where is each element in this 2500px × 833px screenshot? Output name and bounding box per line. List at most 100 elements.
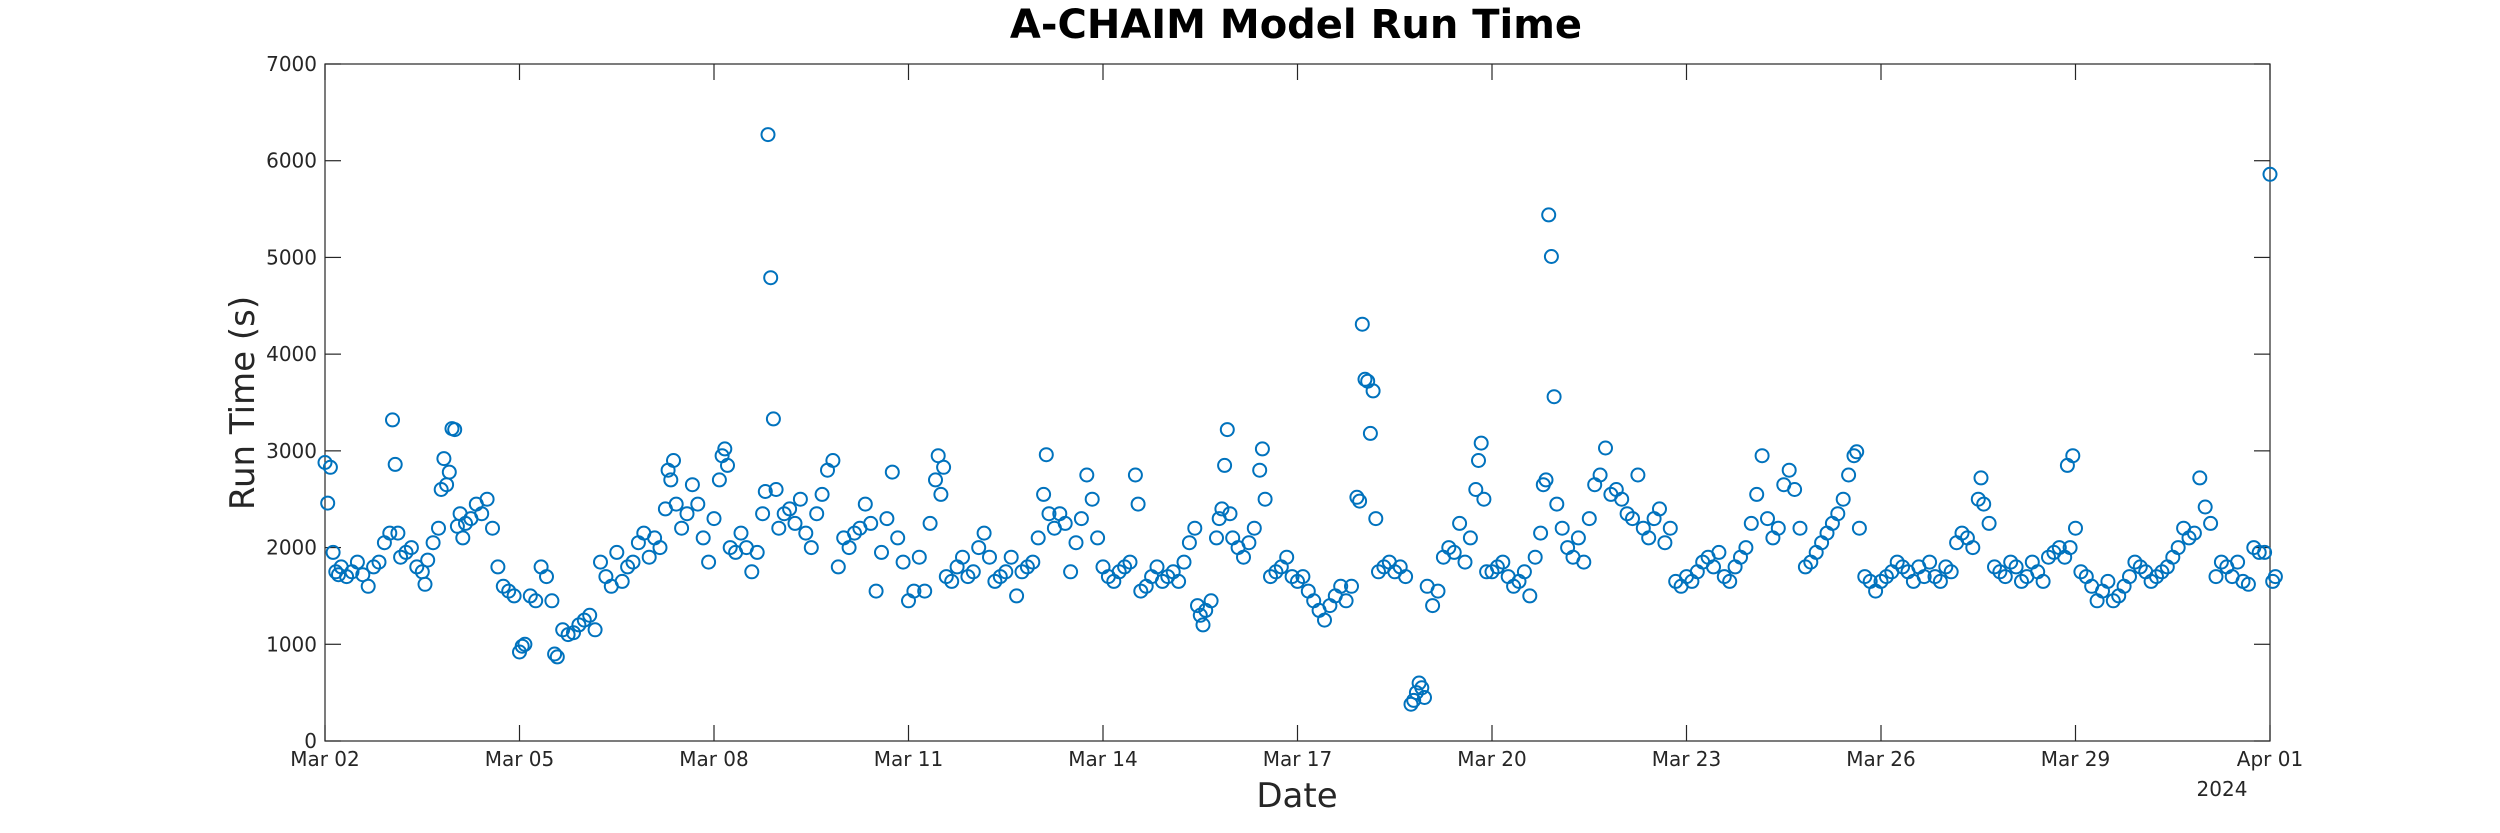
data-point bbox=[320, 495, 336, 511]
data-point bbox=[1122, 554, 1138, 570]
data-point bbox=[1246, 520, 1262, 536]
data-point bbox=[349, 554, 365, 570]
data-point bbox=[2203, 515, 2219, 531]
data-point bbox=[1792, 520, 1808, 536]
data-point bbox=[549, 649, 565, 665]
data-point bbox=[1214, 501, 1230, 517]
data-point bbox=[1217, 457, 1233, 473]
year-label: 2024 bbox=[2197, 777, 2248, 801]
y-tick-label: 4000 bbox=[266, 342, 317, 366]
data-point bbox=[614, 573, 630, 589]
data-point bbox=[890, 530, 906, 546]
data-point bbox=[2008, 559, 2024, 575]
data-point bbox=[1965, 540, 1981, 556]
data-point bbox=[1203, 593, 1219, 609]
data-point bbox=[1430, 583, 1446, 599]
data-point bbox=[447, 422, 463, 438]
data-point bbox=[1471, 453, 1486, 468]
data-point bbox=[666, 453, 681, 468]
data-point bbox=[674, 520, 690, 536]
data-point bbox=[1981, 515, 1997, 531]
data-point bbox=[1338, 593, 1354, 609]
y-tick-label: 1000 bbox=[266, 632, 317, 656]
data-point bbox=[2062, 540, 2078, 556]
data-point bbox=[825, 453, 841, 468]
data-point bbox=[1781, 462, 1797, 478]
data-point bbox=[787, 515, 803, 531]
data-point bbox=[1570, 530, 1586, 546]
data-point bbox=[625, 554, 641, 570]
data-point bbox=[1662, 520, 1678, 536]
data-point bbox=[1254, 441, 1270, 457]
data-point bbox=[1057, 515, 1073, 531]
data-point bbox=[1749, 486, 1765, 502]
data-point bbox=[1922, 554, 1938, 570]
data-point bbox=[1549, 496, 1565, 512]
data-point bbox=[441, 464, 457, 480]
data-point bbox=[760, 127, 776, 143]
data-points bbox=[317, 127, 2283, 712]
data-point bbox=[1222, 506, 1238, 522]
data-point bbox=[679, 506, 695, 522]
data-point bbox=[2197, 499, 2213, 515]
data-point bbox=[425, 535, 441, 551]
data-point bbox=[1473, 435, 1489, 451]
data-point bbox=[706, 511, 722, 527]
data-point bbox=[387, 456, 403, 472]
data-point bbox=[1406, 692, 1422, 708]
data-point bbox=[1625, 511, 1640, 527]
data-point bbox=[1830, 506, 1846, 522]
data-point bbox=[1446, 544, 1462, 560]
data-point bbox=[1538, 472, 1554, 488]
data-point bbox=[431, 520, 446, 536]
data-point bbox=[1176, 554, 1192, 570]
data-point bbox=[485, 520, 500, 536]
data-point bbox=[936, 459, 952, 475]
data-point bbox=[479, 491, 495, 507]
data-point bbox=[1711, 544, 1727, 560]
data-point bbox=[1417, 690, 1432, 705]
data-point bbox=[755, 506, 771, 522]
y-tick-label: 0 bbox=[304, 729, 317, 753]
data-point bbox=[1457, 554, 1473, 570]
data-point bbox=[1614, 491, 1630, 507]
data-point bbox=[514, 638, 530, 654]
data-point bbox=[1516, 564, 1532, 580]
data-point bbox=[2213, 554, 2229, 570]
data-point bbox=[2127, 554, 2143, 570]
data-point bbox=[1295, 569, 1311, 585]
data-point bbox=[2267, 569, 2283, 585]
data-point bbox=[1835, 491, 1851, 507]
data-point bbox=[1030, 530, 1046, 546]
data-point bbox=[609, 544, 625, 560]
data-point bbox=[371, 554, 387, 570]
data-point bbox=[976, 525, 992, 541]
data-point bbox=[517, 636, 533, 652]
data-point bbox=[863, 515, 879, 531]
data-point bbox=[1068, 535, 1084, 551]
data-point bbox=[1841, 467, 1857, 483]
data-point bbox=[1079, 467, 1095, 483]
data-point bbox=[933, 486, 949, 502]
x-tick-label: Mar 02 bbox=[290, 747, 360, 771]
data-point bbox=[1190, 598, 1205, 614]
x-tick-label: Mar 14 bbox=[1068, 747, 1138, 771]
data-point bbox=[582, 607, 598, 623]
x-tick-label: Mar 20 bbox=[1457, 747, 1527, 771]
data-point bbox=[1787, 482, 1803, 497]
data-point bbox=[874, 544, 889, 560]
data-point bbox=[1073, 511, 1089, 527]
data-point bbox=[733, 525, 749, 541]
x-tick-label: Mar 08 bbox=[679, 747, 749, 771]
data-point bbox=[757, 484, 773, 499]
data-point bbox=[2176, 520, 2192, 536]
x-tick-label: Mar 23 bbox=[1652, 747, 1722, 771]
data-point bbox=[663, 472, 679, 488]
x-tick-label: Apr 01 bbox=[2237, 747, 2303, 771]
data-point bbox=[474, 506, 490, 522]
data-point bbox=[1365, 383, 1381, 399]
data-point bbox=[1598, 440, 1613, 456]
data-point bbox=[906, 583, 922, 599]
data-point bbox=[1171, 573, 1187, 589]
data-point bbox=[1641, 530, 1657, 546]
